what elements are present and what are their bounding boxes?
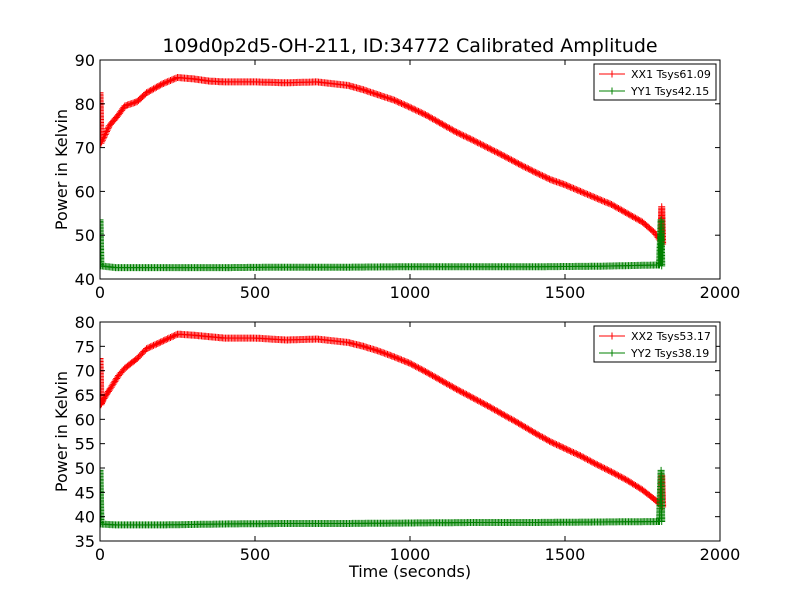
bottom-plot-area bbox=[100, 330, 667, 529]
bottom-series-0-markers bbox=[100, 330, 667, 511]
top-ytick-label-3: 70 bbox=[75, 139, 95, 158]
bottom-ytick-label-5: 60 bbox=[75, 410, 95, 429]
top-plot-area bbox=[100, 74, 667, 272]
bottom-legend-item-0: XX2 Tsys53.17 bbox=[599, 330, 711, 343]
bottom-legend-marker-1 bbox=[608, 349, 616, 357]
top-legend: XX1 Tsys61.09 YY1 Tsys42.15 bbox=[593, 63, 717, 101]
bottom-panel: 0 500 1000 1500 2000 35 40 45 50 55 60 65 70 75 80 Powe… bbox=[52, 313, 740, 581]
top-ytick-label-4: 80 bbox=[75, 95, 95, 114]
bottom-ytick-label-0: 35 bbox=[75, 532, 95, 551]
bottom-legend: XX2 Tsys53.17 YY2 Tsys38.19 bbox=[593, 325, 717, 363]
bottom-legend-box bbox=[593, 325, 717, 363]
top-legend-marker-0 bbox=[608, 70, 616, 78]
bottom-xlabel: Time (seconds) bbox=[348, 562, 471, 581]
bottom-xtick-label-4: 2000 bbox=[700, 545, 741, 564]
top-ytick-label-0: 40 bbox=[75, 270, 95, 289]
bottom-xtick-label-2: 1000 bbox=[390, 545, 431, 564]
top-series-1-markers bbox=[100, 216, 666, 272]
top-series-0-markers bbox=[100, 74, 667, 248]
bottom-ytick-label-9: 80 bbox=[75, 313, 95, 332]
top-ytick-label-5: 90 bbox=[75, 51, 95, 70]
bottom-ytick-label-6: 65 bbox=[75, 386, 95, 405]
bottom-ytick-label-7: 70 bbox=[75, 362, 95, 381]
bottom-ytick-label-3: 50 bbox=[75, 459, 95, 478]
bottom-xtick-label-1: 500 bbox=[240, 545, 271, 564]
top-legend-label-1: YY1 Tsys42.15 bbox=[630, 85, 709, 98]
top-legend-marker-1 bbox=[608, 87, 616, 95]
chart-title: 109d0p2d5-OH-211, ID:34772 Calibrated Am… bbox=[162, 35, 657, 57]
top-series-0 bbox=[100, 74, 667, 248]
bottom-series-1 bbox=[100, 466, 666, 529]
top-xtick-label-2: 1000 bbox=[390, 283, 431, 302]
top-xtick-label-3: 1500 bbox=[545, 283, 586, 302]
top-ytick-label-2: 60 bbox=[75, 182, 95, 201]
bottom-ytick-label-1: 40 bbox=[75, 508, 95, 527]
bottom-xtick-label-3: 1500 bbox=[545, 545, 586, 564]
bottom-ytick-label-8: 75 bbox=[75, 337, 95, 356]
bottom-ylabel: Power in Kelvin bbox=[52, 371, 71, 492]
top-legend-item-0: XX1 Tsys61.09 bbox=[599, 68, 711, 81]
top-series-1 bbox=[100, 216, 666, 272]
bottom-legend-label-1: YY2 Tsys38.19 bbox=[630, 347, 709, 360]
bottom-series-1-markers bbox=[100, 466, 666, 529]
bottom-legend-marker-0 bbox=[608, 332, 616, 340]
bottom-ytick-label-4: 55 bbox=[75, 435, 95, 454]
top-xtick-label-1: 500 bbox=[240, 283, 271, 302]
top-legend-item-1: YY1 Tsys42.15 bbox=[599, 85, 709, 98]
top-legend-label-0: XX1 Tsys61.09 bbox=[631, 68, 711, 81]
top-ylabel: Power in Kelvin bbox=[52, 109, 71, 230]
bottom-legend-item-1: YY2 Tsys38.19 bbox=[599, 347, 709, 360]
bottom-xtick-label-0: 0 bbox=[95, 545, 105, 564]
top-xtick-label-4: 2000 bbox=[700, 283, 741, 302]
bottom-ytick-label-2: 45 bbox=[75, 483, 95, 502]
bottom-legend-label-0: XX2 Tsys53.17 bbox=[631, 330, 711, 343]
top-xtick-label-0: 0 bbox=[95, 283, 105, 302]
top-legend-box bbox=[593, 63, 717, 101]
top-ytick-label-1: 50 bbox=[75, 226, 95, 245]
top-panel: 0 500 1000 1500 2000 40 50 60 70 80 90 Power in Kel… bbox=[52, 51, 740, 302]
bottom-series-0 bbox=[100, 330, 667, 511]
